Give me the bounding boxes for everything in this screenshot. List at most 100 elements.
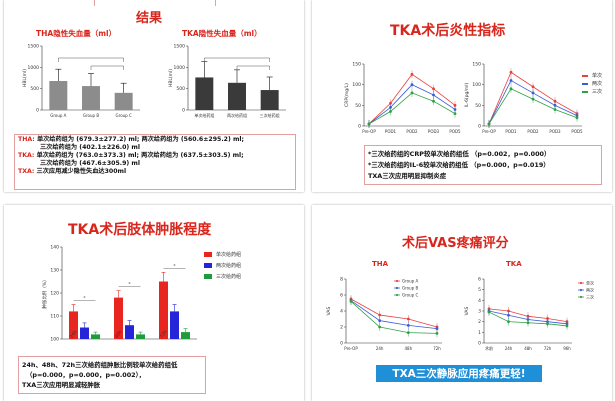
y-tick-label: 150 [472, 62, 481, 68]
conclusion-banner: TXA三次静脉应用疼痛更轻! [376, 365, 542, 382]
x-tick-label: Pre-OP [362, 129, 376, 134]
x-tick-label: Group B [83, 113, 99, 118]
legend-label: 单次给药组 [216, 252, 242, 258]
slide-results: 结果 THA隐性失血量（ml） TKA隐性失血量（ml） 0 500 1000 150… [4, 0, 304, 192]
data-point [546, 322, 549, 326]
legend-swatch [582, 82, 588, 85]
slide-vas: 术后VAS疼痛评分 THA TKA 0 2 4 6 8 VAS Pre-OP 24h 48h 72… [312, 205, 612, 401]
bar [69, 311, 78, 339]
y-axis-title: IL-6(pg/ml) [464, 82, 470, 107]
note-line: 三次给药组为 (467.6±305.9) ml [18, 160, 292, 168]
x-tick-label: 24h [505, 346, 513, 351]
data-point [553, 108, 557, 111]
legend-item: 两次给药组 [204, 262, 241, 269]
chart-title-tka: TKA隐性失血量（ml） [182, 29, 262, 38]
y-tick-label: 50 [355, 103, 361, 109]
y-tick-label: 100 [352, 82, 361, 88]
significance-marker: * [83, 296, 86, 302]
legend-swatch [204, 252, 212, 257]
bar [82, 86, 100, 110]
inflammation-notes: *三次给药组的CRP较单次给药组低 （p=0.002，p=0.000） *三次给… [364, 145, 602, 185]
note-text: 三次给药组为 (467.6±305.9) ml [40, 160, 140, 167]
chart-title-tha: THA [372, 260, 389, 268]
data-point [565, 324, 569, 328]
y-tick-label: 2 [340, 325, 343, 331]
chart-title-tha: THA隐性失血量（ml） [36, 29, 117, 38]
legend-item: 单次 [582, 72, 602, 79]
x-tick-label: 48h [524, 346, 532, 351]
legend-label: Group A [402, 279, 418, 284]
data-point [509, 70, 513, 74]
note-line: （p=0.000，p=0.000，p=0.002）， [26, 371, 146, 379]
data-point [378, 319, 382, 322]
data-point [406, 324, 410, 327]
note-line: 三次给药组为 (402.1±226.0) ml [18, 144, 292, 152]
bar [228, 82, 246, 110]
y-tick-label: 140 [50, 245, 59, 251]
note-label: THA: [18, 136, 35, 143]
legend-marker [395, 293, 399, 297]
legend-label: 三次 [592, 89, 603, 95]
x-tick-label: 单次给药组 [194, 112, 214, 118]
note-line: TXA: 三次应用减少隐性失血达300ml [18, 168, 292, 176]
note-line: *三次给药组的IL-6较单次给药组低 （p=0.000，p=0.019） [368, 161, 550, 169]
y-tick-label: 4 [478, 298, 481, 304]
note-text: 单次给药组为 (763.0±373.3) ml; 两次给药组为 (637.5±3… [36, 152, 244, 159]
bar [159, 281, 168, 339]
note-label: TKA: [18, 152, 35, 159]
swelling-bar-chart: 100 110 120 130 140 肿胀比例（%） 24h * 48h * 72h * [41, 245, 197, 343]
data-point [531, 91, 535, 95]
data-point [406, 331, 410, 334]
x-tick-label: POD3 [549, 129, 561, 134]
y-tick-label: 0 [478, 124, 481, 130]
data-point [367, 122, 371, 126]
x-tick-label: 两次给药组 [227, 112, 247, 118]
data-point [435, 332, 439, 335]
x-tick-label: 72h [433, 346, 441, 351]
data-point [509, 79, 513, 82]
bar [170, 311, 179, 339]
y-tick-label: 1 [478, 330, 481, 336]
x-tick-label: Group A [50, 113, 66, 118]
data-point [432, 99, 435, 103]
x-tick-label: POD5 [449, 129, 461, 134]
data-point [349, 300, 353, 303]
bar [91, 334, 100, 339]
x-tick-label: POD3 [428, 129, 440, 134]
y-axis-title: HBL(ml) [168, 69, 174, 87]
series-line [350, 298, 438, 328]
y-axis-title: HBL(ml) [22, 69, 28, 87]
significance-marker: * [173, 263, 176, 269]
legend-label: 三次 [586, 294, 594, 300]
y-tick-label: 1500 [28, 44, 40, 50]
chart-title-tka: TKA [506, 260, 522, 268]
data-point [389, 110, 392, 113]
note-line: 24h、48h、72h三次给药组肿胀比例较单次给药组低 [22, 361, 178, 369]
x-tick-label: 48h [405, 346, 413, 351]
legend-marker [395, 279, 399, 283]
data-point [507, 320, 510, 324]
data-point [410, 83, 414, 87]
data-point [378, 325, 382, 329]
note-text: 单次给药组为 (679.3±277.2) ml; 两次给药组为 (560.6±2… [36, 136, 245, 143]
y-tick-label: 6 [340, 293, 343, 299]
crp-line-chart: 0 50 100 150 CRP(mg/L) Pre-OP POD1 POD2 POD3 POD5 [344, 62, 461, 135]
data-point [432, 87, 435, 91]
note-line: TXA三次应用明显减轻肿胀 [22, 381, 101, 389]
data-point [410, 72, 414, 76]
note-text: 三次给药组为 (402.1±226.0) ml [40, 144, 140, 151]
slide-title: TKA术后炎性指标 [390, 23, 506, 39]
legend-marker [579, 288, 583, 292]
bar [136, 334, 145, 339]
legend-swatch [582, 74, 588, 77]
slide-swelling: TKA术后肢体肿胀程度 100 110 120 130 140 肿胀比例（%） 24h * 48… [4, 205, 304, 401]
y-tick-label: 2 [478, 319, 481, 325]
legend-label: 三次给药组 [216, 274, 242, 280]
bar [114, 297, 123, 339]
x-tick-label: POD1 [505, 129, 517, 134]
y-tick-label: 100 [472, 82, 481, 88]
bar [114, 92, 133, 110]
y-tick-label: 500 [30, 86, 39, 92]
y-tick-label: 1000 [174, 65, 186, 71]
data-point [453, 112, 457, 115]
